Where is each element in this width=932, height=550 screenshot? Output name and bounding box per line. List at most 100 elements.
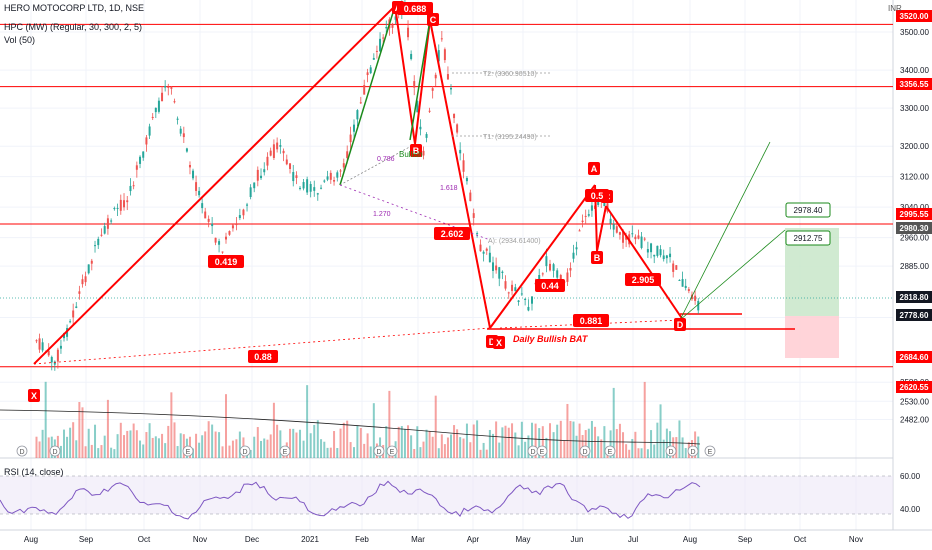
volume-bar	[353, 447, 355, 458]
volume-bar	[342, 422, 345, 458]
volume-bar	[228, 445, 231, 458]
candle-body	[514, 287, 517, 292]
rsi-pane	[0, 475, 893, 520]
ratio-label-box	[397, 2, 433, 15]
volume-bar	[195, 433, 198, 458]
volume-bar	[559, 420, 562, 458]
volume-bar	[498, 442, 501, 458]
candle-body	[87, 264, 90, 274]
event-marker-d: D	[242, 449, 247, 456]
event-marker-d: D	[582, 449, 587, 456]
volume-bar	[520, 421, 523, 458]
candle-body	[113, 208, 116, 210]
event-marker-e: E	[708, 449, 713, 456]
volume-bar	[94, 424, 97, 458]
candle-body	[465, 177, 468, 182]
volume-bar	[476, 420, 479, 458]
candle-body	[469, 192, 472, 202]
xd-projection	[33, 327, 491, 365]
candle-body	[462, 160, 465, 172]
candle-body	[359, 102, 362, 104]
volume-bar	[612, 387, 615, 458]
pattern-point-a: A	[591, 164, 598, 174]
volume-bar	[514, 432, 517, 458]
currency-label: INR	[888, 4, 902, 13]
candle-body	[520, 293, 523, 295]
ratio-label-box	[585, 189, 609, 202]
volume-bar	[462, 438, 465, 458]
candle-body	[50, 356, 53, 363]
volume-bar	[443, 444, 446, 458]
volume-bar	[235, 439, 238, 458]
candle-body	[221, 251, 224, 253]
volume-bar	[116, 434, 119, 458]
price-tick: 2482.00	[900, 416, 929, 425]
price-tag: 2980.30	[900, 224, 929, 233]
ratio-label: 2.602	[441, 229, 464, 239]
harmonic-pattern[interactable]	[33, 5, 786, 365]
candle-body	[145, 137, 148, 145]
indicator-legend[interactable]: HPC (MW) (Regular, 30, 300, 2, 5)	[4, 22, 142, 32]
candle-body	[75, 306, 78, 308]
volume-bar	[482, 442, 485, 458]
volume-bar	[359, 428, 362, 458]
candle-body	[656, 245, 659, 256]
time-axis[interactable]: Aug Sep Oct Nov Dec 2021 Feb Mar Apr May Jun Jul Aug…	[24, 535, 863, 544]
target-callout-box	[785, 202, 831, 218]
volume-bar	[90, 444, 93, 458]
price-tag: 3520.00	[900, 12, 929, 21]
price-tag-box	[896, 351, 932, 363]
volume-legend[interactable]: Vol (50)	[4, 35, 35, 45]
bull-leg-1	[339, 5, 396, 186]
volume-bar	[615, 429, 618, 458]
volume-bar	[397, 426, 400, 458]
candle-body	[407, 27, 410, 38]
candle-body	[472, 213, 475, 218]
volume-bar	[238, 431, 241, 458]
candle-body	[434, 74, 437, 79]
candle-body	[228, 231, 231, 235]
candle-body	[38, 338, 41, 350]
candle-body	[440, 38, 443, 40]
price-tick: 2530.00	[900, 397, 929, 406]
candle-body	[238, 215, 241, 219]
candle-body	[164, 85, 167, 88]
candle-body	[126, 200, 129, 203]
rsi-line	[0, 480, 701, 520]
volume-bar	[306, 385, 309, 458]
volume-bar	[653, 444, 656, 458]
volume-bar	[207, 421, 210, 458]
event-marker-circle	[386, 445, 398, 457]
rsi-legend[interactable]: RSI (14, close)	[4, 467, 64, 477]
volume-bar	[249, 449, 252, 458]
pattern2-leg-bc	[596, 205, 607, 252]
volume-bar	[403, 428, 406, 458]
volume-bar	[313, 424, 316, 458]
candle-body	[659, 249, 662, 256]
price-axis[interactable]: 60.00 40.00 3500.00 3400.00 3300.00 3200.00 31…	[896, 10, 932, 514]
candle-body	[320, 187, 323, 189]
volume-title: Vol (50)	[4, 35, 36, 45]
volume-bar	[47, 437, 50, 458]
candle-body	[188, 164, 191, 168]
candle-body	[272, 144, 275, 158]
volume-bar	[541, 426, 544, 458]
candle-body	[47, 350, 50, 356]
symbol-legend[interactable]: HERO MOTOCORP LTD, 1D, NSE	[4, 3, 144, 13]
candle-body	[135, 165, 138, 170]
volume-bar	[485, 449, 488, 458]
candle-body	[214, 237, 217, 243]
volume-bar	[35, 436, 38, 458]
pattern-name: Daily Bullish BAT	[513, 334, 589, 344]
candle-body	[176, 118, 179, 120]
horizontal-levels[interactable]	[0, 23, 893, 368]
candle-body	[410, 53, 413, 60]
volume-bar	[276, 424, 279, 458]
event-marker-circle	[604, 445, 616, 457]
time-tick-feb: Feb	[355, 535, 369, 544]
volume-bar	[225, 394, 227, 458]
volume-bar	[584, 430, 587, 458]
volume-bar	[266, 439, 269, 458]
candle-body	[672, 263, 675, 272]
